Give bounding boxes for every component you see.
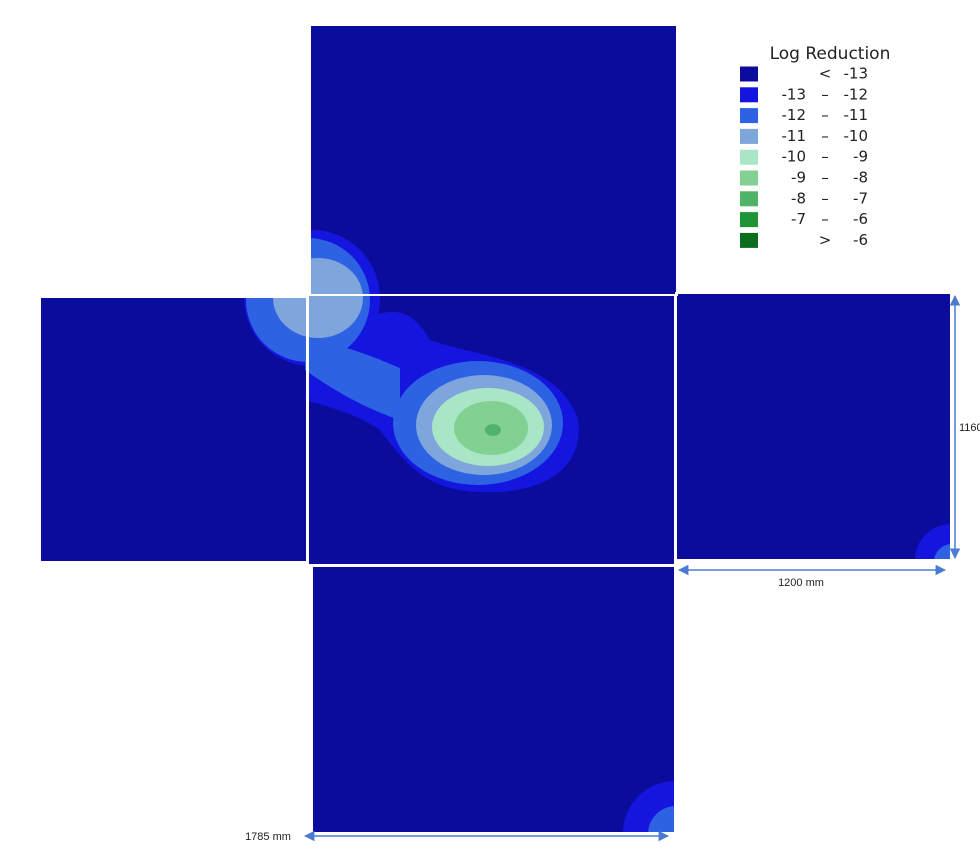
dimension-label: 1785 mm	[245, 831, 291, 843]
legend-high: -9	[853, 148, 868, 166]
legend-swatch	[740, 66, 758, 82]
legend-low: -8	[791, 189, 806, 207]
legend-sep: <	[819, 65, 832, 83]
legend-sep: –	[821, 189, 829, 207]
legend-sep: –	[821, 210, 829, 228]
legend-swatch	[740, 191, 758, 207]
legend-swatch	[740, 170, 758, 186]
legend-swatch	[740, 108, 758, 124]
legend-low: -13	[782, 85, 807, 103]
legend-high: -13	[844, 65, 869, 83]
contour-band	[485, 424, 501, 436]
legend-sep: –	[821, 106, 829, 124]
legend-high: -6	[853, 210, 868, 228]
legend-title: Log Reduction	[770, 44, 891, 64]
legend-sep: –	[821, 169, 829, 187]
legend-low: -11	[782, 127, 807, 145]
legend: < -13-13– -12-12– -11-11– -10-10– -9-9– -8-8– -…	[740, 65, 868, 249]
legend-swatch	[740, 128, 758, 144]
legend-low: -10	[782, 148, 807, 166]
legend-sep: –	[821, 127, 829, 145]
legend-high: -8	[853, 169, 868, 187]
legend-high: -10	[844, 127, 869, 145]
legend-sep: >	[819, 231, 832, 249]
dimension-arrows	[303, 294, 961, 842]
legend-high: -11	[844, 106, 869, 124]
dimension-label: 1200 mm	[778, 577, 824, 589]
dimension-label: 1160 mm	[959, 422, 980, 434]
legend-sep: –	[821, 85, 829, 103]
legend-low: -7	[791, 210, 806, 228]
legend-high: -7	[853, 189, 868, 207]
legend-high: -12	[844, 85, 869, 103]
legend-high: -6	[853, 231, 868, 249]
legend-low: -12	[782, 106, 807, 124]
legend-swatch	[740, 87, 758, 103]
legend-swatch	[740, 149, 758, 165]
legend-swatch	[740, 232, 758, 248]
legend-low: -9	[791, 169, 806, 187]
legend-sep: –	[821, 148, 829, 166]
legend-swatch	[740, 212, 758, 228]
